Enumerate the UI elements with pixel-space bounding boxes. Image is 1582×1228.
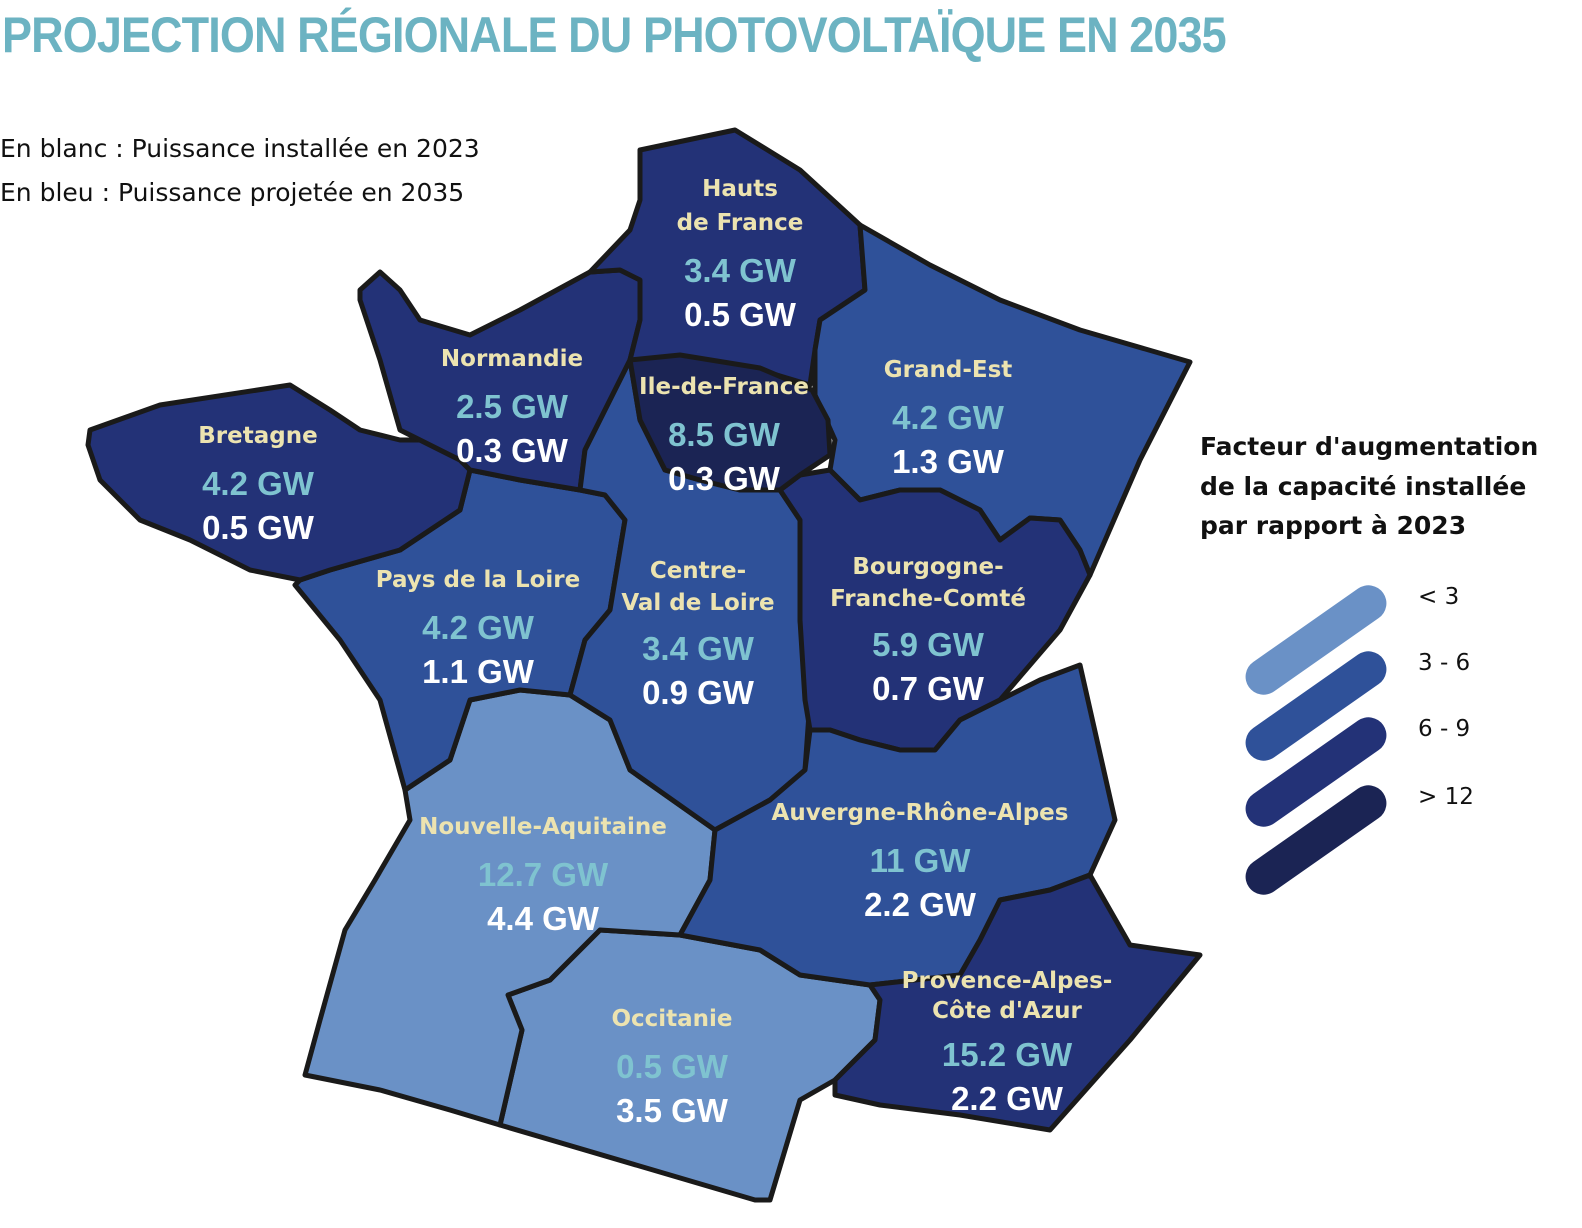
legend-title-line-1: Facteur d'augmentation — [1200, 432, 1539, 461]
installed-value-bourgogne-franche-comte: 0.7 GW — [872, 670, 985, 707]
region-name-bourgogne-franche-comte-1: Franche-Comté — [830, 586, 1026, 612]
legend-label-gt12: > 12 — [1418, 784, 1474, 810]
projected-value-grand-est: 4.2 GW — [892, 399, 1005, 436]
installed-value-bretagne: 0.5 GW — [202, 509, 315, 546]
region-name-hauts-de-france-1: de France — [677, 210, 804, 236]
region-name-centre-val-de-loire: Centre- — [650, 558, 746, 584]
page-title: PROJECTION RÉGIONALE DU PHOTOVOLTAÏQUE E… — [2, 7, 1227, 63]
legend-title-line-3: par rapport à 2023 — [1200, 511, 1467, 540]
region-name-centre-val-de-loire-1: Val de Loire — [621, 590, 774, 616]
installed-value-centre-val-de-loire: 0.9 GW — [642, 674, 755, 711]
region-name-nouvelle-aquitaine: Nouvelle-Aquitaine — [419, 814, 667, 840]
legend-swatch-3 — [1245, 785, 1387, 895]
projected-value-nouvelle-aquitaine: 12.7 GW — [478, 856, 609, 893]
projected-value-pays-de-la-loire: 4.2 GW — [422, 609, 535, 646]
installed-value-pays-de-la-loire: 1.1 GW — [422, 653, 535, 690]
legend-swatch-1 — [1245, 651, 1387, 761]
region-name-occitanie: Occitanie — [611, 1006, 732, 1032]
region-name-bourgogne-franche-comte: Bourgogne- — [852, 554, 1003, 580]
legend-title-line-2: de la capacité installée — [1200, 472, 1527, 501]
installed-value-hauts-de-france: 0.5 GW — [684, 296, 797, 333]
legend-swatch-0 — [1245, 585, 1387, 695]
projected-value-occitanie: 0.5 GW — [616, 1048, 729, 1085]
region-name-provence-alpes-cote-dazur: Provence-Alpes- — [902, 968, 1113, 994]
region-bretagne[interactable] — [85, 382, 473, 583]
region-provence-alpes-cote-dazur[interactable] — [832, 872, 1203, 1133]
installed-value-occitanie: 3.5 GW — [616, 1092, 729, 1129]
region-name-provence-alpes-cote-dazur-1: Côte d'Azur — [932, 998, 1082, 1024]
installed-value-normandie: 0.3 GW — [456, 432, 569, 469]
projected-value-auvergne-rhone-alpes: 11 GW — [870, 842, 972, 879]
regions-layer — [85, 127, 1203, 1203]
installed-value-ile-de-france: 0.3 GW — [668, 460, 781, 497]
projected-value-bretagne: 4.2 GW — [202, 465, 315, 502]
legend-note-projected: En bleu : Puissance projetée en 2035 — [0, 178, 465, 207]
legend-label-6to9: 6 - 9 — [1418, 716, 1471, 742]
region-name-auvergne-rhone-alpes: Auvergne-Rhône-Alpes — [772, 800, 1069, 826]
projected-value-normandie: 2.5 GW — [456, 388, 569, 425]
projected-value-ile-de-france: 8.5 GW — [668, 416, 781, 453]
region-name-pays-de-la-loire: Pays de la Loire — [376, 567, 581, 593]
legend-note-installed: En blanc : Puissance installée en 2023 — [0, 134, 480, 163]
projected-value-centre-val-de-loire: 3.4 GW — [642, 630, 755, 667]
region-name-ile-de-france: Ile-de-France — [639, 374, 809, 400]
installed-value-grand-est: 1.3 GW — [892, 443, 1005, 480]
region-labels-layer: Hauts de France 3.4 GW 0.5 GW Normandie 2.5 G… — [198, 176, 1112, 1129]
projected-value-provence-alpes-cote-dazur: 15.2 GW — [942, 1036, 1073, 1073]
legend-label-lt3: < 3 — [1418, 584, 1460, 610]
region-auvergne-rhone-alpes[interactable] — [677, 662, 1118, 988]
installed-value-nouvelle-aquitaine: 4.4 GW — [487, 900, 600, 937]
region-name-normandie: Normandie — [441, 346, 583, 372]
region-name-grand-est: Grand-Est — [884, 357, 1013, 383]
region-name-bretagne: Bretagne — [198, 423, 317, 449]
region-name-hauts-de-france: Hauts — [702, 176, 778, 202]
projected-value-hauts-de-france: 3.4 GW — [684, 252, 797, 289]
region-ile-de-france[interactable] — [627, 352, 833, 493]
installed-value-auvergne-rhone-alpes: 2.2 GW — [864, 886, 977, 923]
installed-value-provence-alpes-cote-dazur: 2.2 GW — [951, 1080, 1064, 1117]
legend-swatch-2 — [1245, 717, 1387, 827]
projected-value-bourgogne-franche-comte: 5.9 GW — [872, 626, 985, 663]
legend-label-3to6: 3 - 6 — [1418, 650, 1471, 676]
region-bourgogne-franche-comte[interactable] — [777, 467, 1093, 753]
